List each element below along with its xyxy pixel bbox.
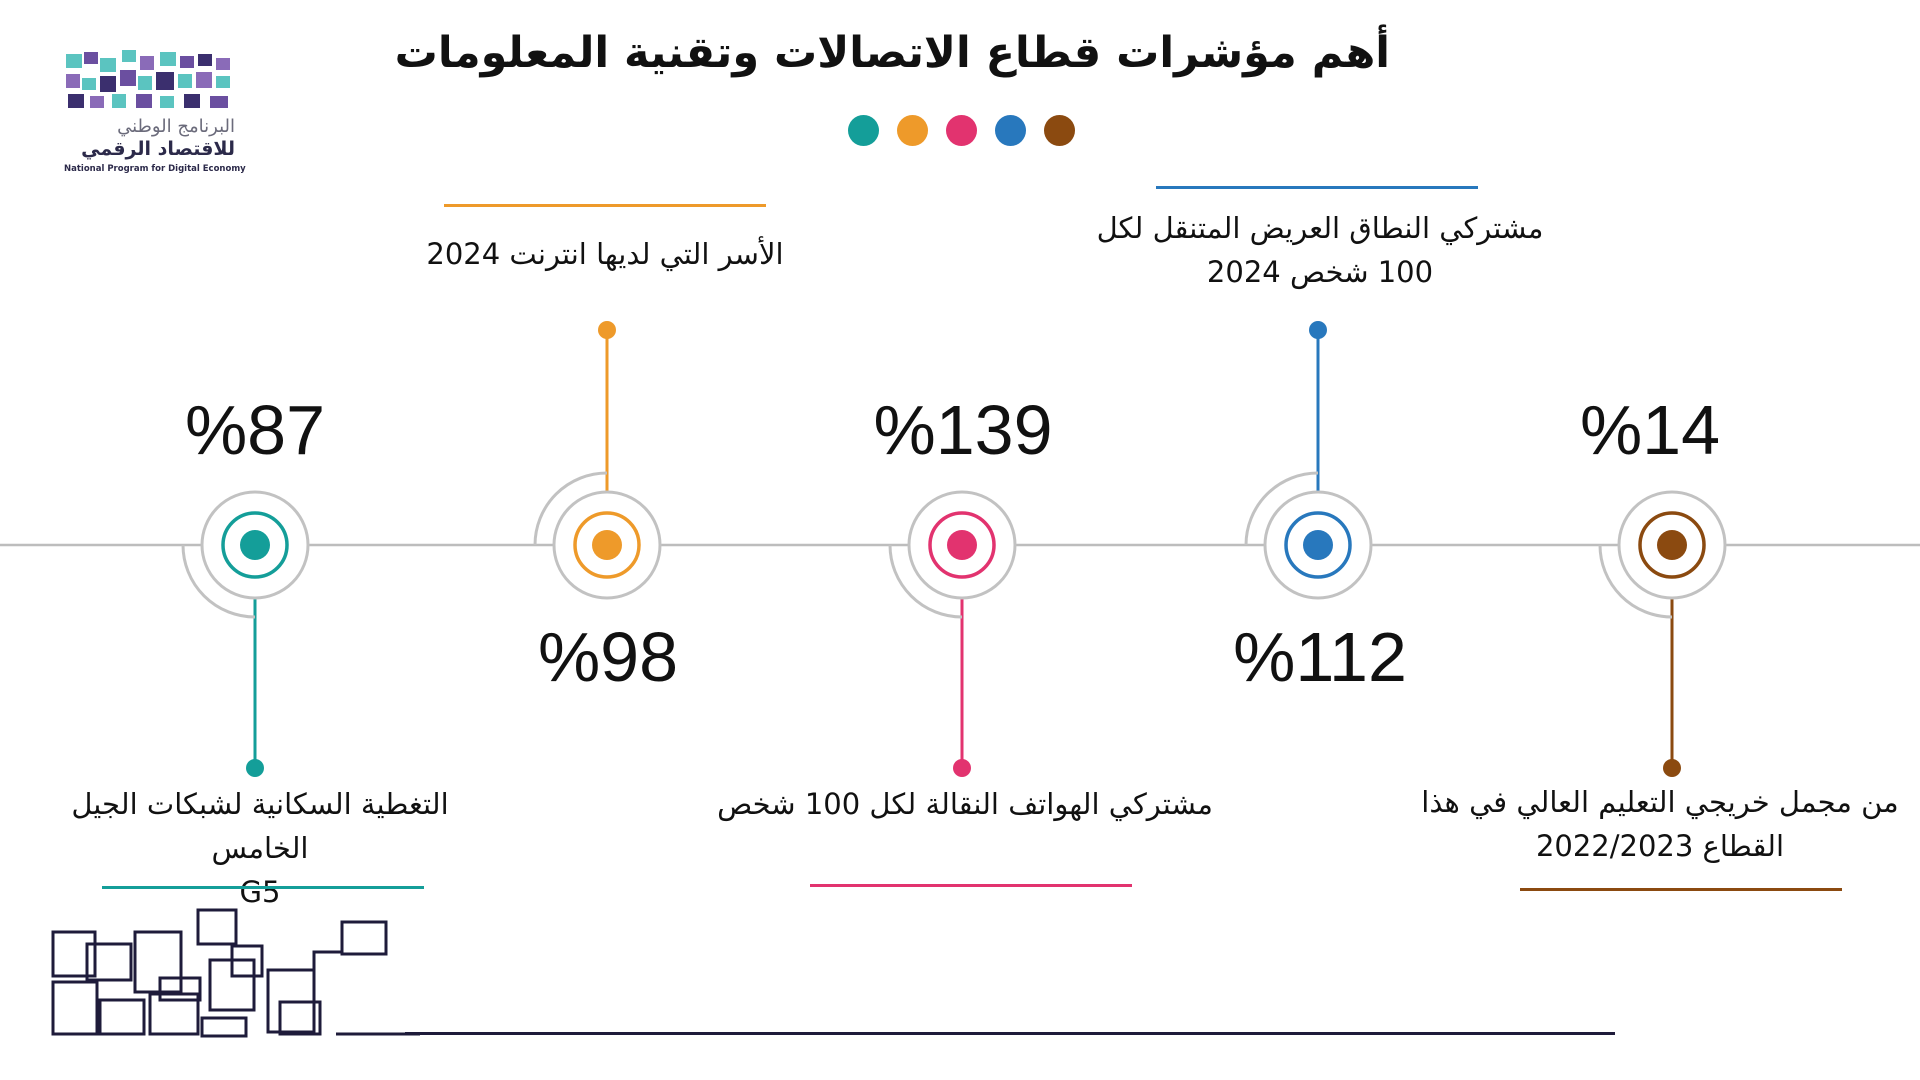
label-underline-5 [1520, 888, 1842, 891]
node-center-1 [240, 530, 270, 560]
indicator-label-1: التغطية السكانية لشبكات الجيل الخامس G5 [30, 782, 490, 914]
indicator-label-3: مشتركي الهواتف النقالة لكل 100 شخص [715, 782, 1215, 826]
node-inner-ring-4 [1284, 511, 1352, 579]
node-inner-ring-5 [1638, 511, 1706, 579]
node-outer-arc-5 [1598, 544, 1673, 619]
logo-line-3: National Program for Digital Economy [64, 164, 246, 174]
deco-square-13 [230, 944, 264, 978]
deco-square-2 [85, 942, 133, 982]
node-outer-arc-4 [1244, 471, 1319, 546]
connector-dot-4 [1309, 321, 1327, 339]
node-inner-ring-1 [221, 511, 289, 579]
indicator-label-4: مشتركي النطاق العريض المتنقل لكل 100 شخص… [1090, 206, 1550, 294]
indicator-label-1-line2: G5 [239, 875, 281, 909]
node-outer-arc-1 [181, 544, 256, 619]
page-title: أهم مؤشرات قطاع الاتصالات وتقنية المعلوم… [394, 28, 1390, 78]
deco-square-9 [98, 998, 146, 1036]
deco-square-4 [196, 908, 238, 946]
indicator-value-5: %14 [1579, 391, 1721, 469]
logo-mark [66, 50, 230, 108]
node-outer-arc-2 [533, 471, 608, 546]
bottom-rule [405, 1032, 1615, 1035]
decorative-squares [51, 908, 420, 1038]
indicator-label-5: من مجمل خريجي التعليم العالي في هذا القط… [1420, 780, 1900, 868]
node-outer-arc-3 [888, 544, 963, 619]
node-center-5 [1657, 530, 1687, 560]
connector-dot-5 [1663, 759, 1681, 777]
connector-dot-2 [598, 321, 616, 339]
deco-connector [312, 950, 420, 1036]
deco-square-1 [51, 930, 97, 978]
indicator-label-4-line2: 100 شخص 2024 [1206, 255, 1434, 289]
connector-dot-1 [246, 759, 264, 777]
indicator-label-2-line1: الأسر التي لديها انترنت 2024 [426, 237, 784, 271]
dot-orange [897, 115, 928, 146]
node-center-2 [592, 530, 622, 560]
deco-square-7 [340, 920, 388, 956]
indicator-label-5-line2: القطاع 2022/2023 [1535, 829, 1785, 863]
label-underline-2 [444, 204, 766, 207]
indicator-label-2: الأسر التي لديها انترنت 2024 [395, 232, 815, 276]
connector-dot-3 [953, 759, 971, 777]
deco-square-11 [200, 1016, 248, 1038]
logo-squares [66, 50, 230, 108]
indicator-label-1-line1: التغطية السكانية لشبكات الجيل الخامس [71, 787, 449, 865]
deco-square-8 [51, 980, 99, 1036]
indicator-label-5-line1: من مجمل خريجي التعليم العالي في هذا [1421, 785, 1899, 819]
label-underline-3 [810, 884, 1132, 887]
indicator-value-2: %98 [537, 618, 679, 696]
indicator-value-3: %139 [873, 391, 1053, 469]
color-dots [848, 115, 1082, 147]
timeline-nodes [181, 321, 1727, 777]
indicator-label-3-line1: مشتركي الهواتف النقالة لكل 100 شخص [717, 787, 1213, 821]
node-inner-ring-2 [573, 511, 641, 579]
node-center-3 [947, 530, 977, 560]
indicator-label-4-line1: مشتركي النطاق العريض المتنقل لكل [1096, 211, 1544, 245]
label-underline-4 [1156, 186, 1478, 189]
dot-pink [946, 115, 977, 146]
indicator-value-4: %112 [1233, 618, 1407, 696]
indicator-value-1: %87 [184, 391, 326, 469]
logo-line-2: للاقتصاد الرقمي [81, 138, 235, 160]
deco-square-12 [158, 976, 202, 1002]
node-center-4 [1303, 530, 1333, 560]
logo-line-1: البرنامج الوطني [117, 116, 235, 137]
label-underline-1 [102, 886, 424, 889]
dot-blue [995, 115, 1026, 146]
deco-square-3 [133, 930, 183, 994]
node-inner-ring-3 [928, 511, 996, 579]
dot-brown [1044, 115, 1075, 146]
dot-teal [848, 115, 879, 146]
deco-square-10 [148, 992, 200, 1036]
deco-square-14 [278, 1000, 322, 1036]
